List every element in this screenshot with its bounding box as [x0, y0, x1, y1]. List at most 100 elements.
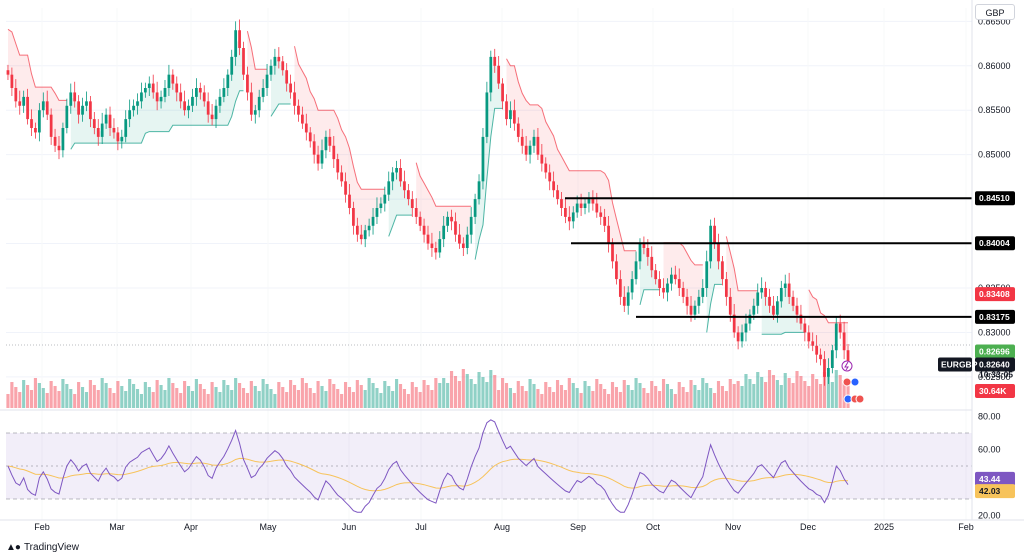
candle-body [458, 234, 461, 244]
candle-body [191, 96, 194, 106]
volume-bar [669, 389, 673, 408]
candle-body [155, 92, 159, 102]
volume-bar [190, 391, 195, 408]
volume-bar [552, 392, 556, 408]
candle-body [595, 203, 599, 213]
volume-bar [638, 383, 642, 408]
supertrend-upper-line [7, 28, 67, 101]
candle-body [642, 243, 646, 248]
volume-bar [88, 380, 92, 408]
time-tick-label: Dec [800, 522, 817, 532]
currency-badge[interactable]: GBP [975, 4, 1015, 20]
volume-bar [646, 393, 650, 408]
candle-body [379, 203, 383, 208]
candle-body [666, 283, 669, 293]
rsi-signal-tag-bg [975, 484, 1015, 499]
candle-body [320, 150, 324, 164]
volume-bar [112, 393, 116, 408]
candle-body [308, 132, 312, 142]
volume-bar [57, 391, 61, 408]
volume-bar [501, 378, 505, 408]
candle-body [18, 101, 22, 106]
time-tick-label: Feb [958, 522, 974, 532]
candle-body [465, 234, 469, 248]
brand-label: TradingView [23, 542, 79, 553]
volume-bar [516, 381, 520, 408]
candle-body [242, 48, 245, 75]
candle-body [230, 56, 234, 75]
time-tick-label: Oct [646, 522, 661, 532]
volume-bar [92, 385, 96, 408]
volume-bar [822, 372, 827, 408]
volume-bar [422, 380, 426, 408]
candle-body [626, 292, 630, 306]
flag-icon-2 [850, 377, 860, 387]
volume-bar [744, 374, 748, 408]
level-price-tag-bg [975, 236, 1015, 251]
volume-bar [194, 379, 198, 408]
tradingview-brand: ▲● TradingView [6, 542, 79, 553]
candle-body [575, 203, 579, 213]
candle-body [795, 305, 799, 315]
event-icons[interactable] [841, 360, 865, 404]
volume-bar [567, 378, 571, 408]
volume-bar [300, 378, 304, 408]
candle-body [175, 83, 179, 93]
volume-bar [340, 394, 344, 408]
volume-bar [838, 375, 842, 408]
candle-body [124, 119, 128, 137]
volume-bars [6, 369, 850, 408]
candle-body [611, 243, 614, 262]
candle-body [273, 56, 277, 66]
rsi-pane [0, 409, 972, 513]
candle-body [6, 70, 10, 75]
candle-body [281, 61, 285, 71]
volume-bar [367, 378, 371, 408]
volume-bar [14, 387, 18, 408]
candle-body [45, 101, 49, 115]
volume-bar [249, 381, 253, 408]
price-tick-label: 0.86500 [978, 16, 1011, 26]
supertrend-upper-line [246, 30, 268, 70]
candle-body [697, 296, 701, 306]
volume-bar [555, 380, 560, 408]
volume-bar [120, 386, 124, 408]
volume-bar [151, 392, 155, 408]
volume-bar [603, 389, 607, 408]
volume-bar [163, 390, 167, 408]
candle-body [681, 288, 685, 297]
supertrend-upper-line [294, 46, 385, 190]
volume-bar [642, 388, 646, 408]
volume-bar [787, 378, 791, 408]
volume-bar [355, 380, 359, 408]
candle-body [564, 208, 567, 217]
candle-body [461, 243, 465, 248]
candle-body [206, 101, 210, 115]
candle-body [732, 314, 736, 333]
time-tick-label: Jun [342, 522, 357, 532]
volume-bar [45, 393, 49, 408]
candle-body [183, 101, 186, 111]
volume-bar [442, 378, 446, 408]
volume-bar [697, 390, 701, 408]
volume-bar [449, 371, 454, 408]
volume-bar [540, 394, 544, 408]
volume-bar [724, 391, 728, 408]
candle-body [89, 101, 92, 120]
volume-bar [202, 389, 206, 408]
candle-body [140, 92, 143, 102]
volume-bar [818, 384, 823, 408]
candle-body [128, 110, 132, 120]
horizontal-levels[interactable] [565, 197, 972, 318]
volume-bar [257, 391, 261, 408]
volume-bar [351, 392, 355, 408]
volume-bar [607, 394, 611, 408]
volume-bar [826, 377, 830, 408]
candle-body [823, 359, 826, 377]
supertrend-lower-line [761, 331, 805, 335]
supertrend-fill [761, 285, 805, 335]
time-axis[interactable]: Feb Mar Apr May Jun Jul Aug Sep Oct Nov Dec 2025 Feb [34, 522, 974, 532]
rsi-axis[interactable]: 80.00 60.00 20.00 [978, 412, 1001, 521]
candle-body [65, 105, 69, 128]
